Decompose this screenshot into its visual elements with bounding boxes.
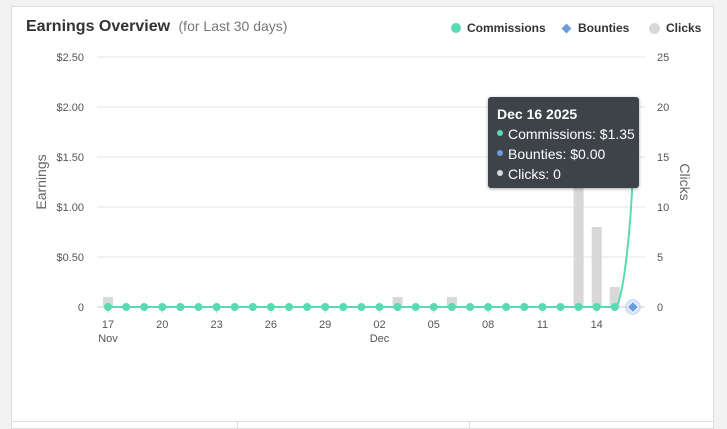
commissions-point: [502, 303, 511, 311]
clicks-bar: [609, 287, 620, 307]
y2-tick-label: 5: [657, 252, 663, 264]
commissions-point: [285, 303, 293, 311]
chart-title: Earnings Overview: [26, 18, 171, 35]
commissions-point: [466, 303, 474, 311]
commissions-point: [212, 303, 221, 311]
dot-icon: [497, 130, 503, 137]
earnings-card: [11, 6, 714, 422]
commissions-point: [321, 303, 330, 311]
commissions-point: [266, 303, 275, 311]
x-tick-sublabel: Nov: [98, 333, 118, 345]
legend-item-clicks[interactable]: Clicks: [649, 21, 701, 35]
dot-icon: [497, 150, 503, 157]
x-tick-label: 26: [265, 319, 277, 331]
chart-tooltip: Dec 16 2025 Commissions: $1.35 Bounties:…: [488, 97, 639, 188]
commissions-point: [230, 303, 239, 311]
commissions-point: [248, 303, 257, 311]
x-tick-label: 20: [156, 319, 168, 331]
legend-label: Clicks: [666, 21, 702, 35]
tooltip-commissions: Commissions: $1.35: [508, 126, 635, 142]
y-tick-label: 0: [78, 302, 84, 314]
commissions-point: [447, 303, 456, 311]
tooltip-bounties: Bounties: $0.00: [508, 146, 606, 162]
x-tick-label: 17: [102, 319, 114, 331]
y2-tick-label: 15: [657, 152, 669, 164]
commissions-point: [140, 303, 149, 311]
legend-item-bounties[interactable]: Bounties: [561, 21, 629, 35]
y-tick-label: $0.50: [56, 252, 84, 264]
commissions-point: [556, 303, 565, 311]
legend-label: Bounties: [578, 21, 630, 35]
commissions-point: [538, 303, 547, 311]
x-tick-label: 08: [482, 319, 494, 331]
y-tick-label: $2.50: [56, 52, 84, 64]
y2-tick-label: 25: [657, 52, 669, 64]
tooltip-clicks: Clicks: 0: [508, 166, 561, 182]
commissions-point: [592, 303, 601, 311]
commissions-point: [520, 303, 529, 311]
chart-subtitle: (for Last 30 days): [178, 18, 288, 34]
bounties-point: [626, 300, 640, 314]
clicks-bar: [573, 177, 584, 307]
y-tick-label: $1.00: [56, 202, 84, 214]
clicks-bar: [103, 297, 113, 307]
x-tick-label: 29: [319, 319, 331, 331]
dot-icon: [497, 170, 503, 177]
commissions-point: [375, 303, 384, 311]
y-tick-label: $2.00: [56, 102, 84, 114]
x-tick-label: 23: [210, 319, 222, 331]
circle-icon: [649, 22, 660, 34]
y-tick-label: $1.50: [56, 152, 84, 164]
commissions-point: [393, 303, 402, 311]
y2-tick-label: 20: [657, 102, 669, 114]
commissions-point: [339, 303, 348, 311]
x-tick-label: 11: [537, 319, 548, 331]
commissions-point: [104, 303, 112, 311]
commissions-line: [108, 171, 634, 308]
clicks-bar: [392, 297, 403, 307]
y2-axis-title: Clicks: [677, 163, 693, 200]
x-tick-sublabel: Dec: [370, 333, 390, 345]
commissions-point: [122, 303, 131, 311]
commissions-point: [194, 303, 203, 311]
commissions-point: [610, 303, 619, 311]
x-tick-label: 05: [428, 319, 440, 331]
commissions-point: [429, 303, 438, 311]
footer-divider: [469, 422, 470, 429]
clicks-bar: [446, 297, 457, 307]
footer-divider: [237, 422, 238, 429]
legend-item-commissions[interactable]: Commissions: [451, 21, 546, 35]
commissions-point: [357, 303, 366, 311]
commissions-point: [158, 303, 167, 311]
x-tick-label: 02: [373, 319, 385, 331]
circle-icon: [451, 23, 461, 33]
clicks-bar: [591, 227, 602, 307]
commissions-point: [574, 303, 583, 311]
legend-label: Commissions: [467, 21, 546, 35]
tooltip-date: Dec 16 2025: [497, 106, 578, 122]
commissions-point: [484, 303, 493, 311]
y2-tick-label: 0: [657, 302, 663, 314]
y-axis-title: Earnings: [33, 154, 49, 209]
x-tick-label: 14: [591, 319, 603, 331]
commissions-point: [176, 303, 185, 311]
commissions-point: [303, 303, 312, 311]
y2-tick-label: 10: [657, 202, 669, 214]
commissions-point: [411, 303, 420, 311]
chart-header: Earnings Overview (for Last 30 days): [26, 18, 287, 36]
